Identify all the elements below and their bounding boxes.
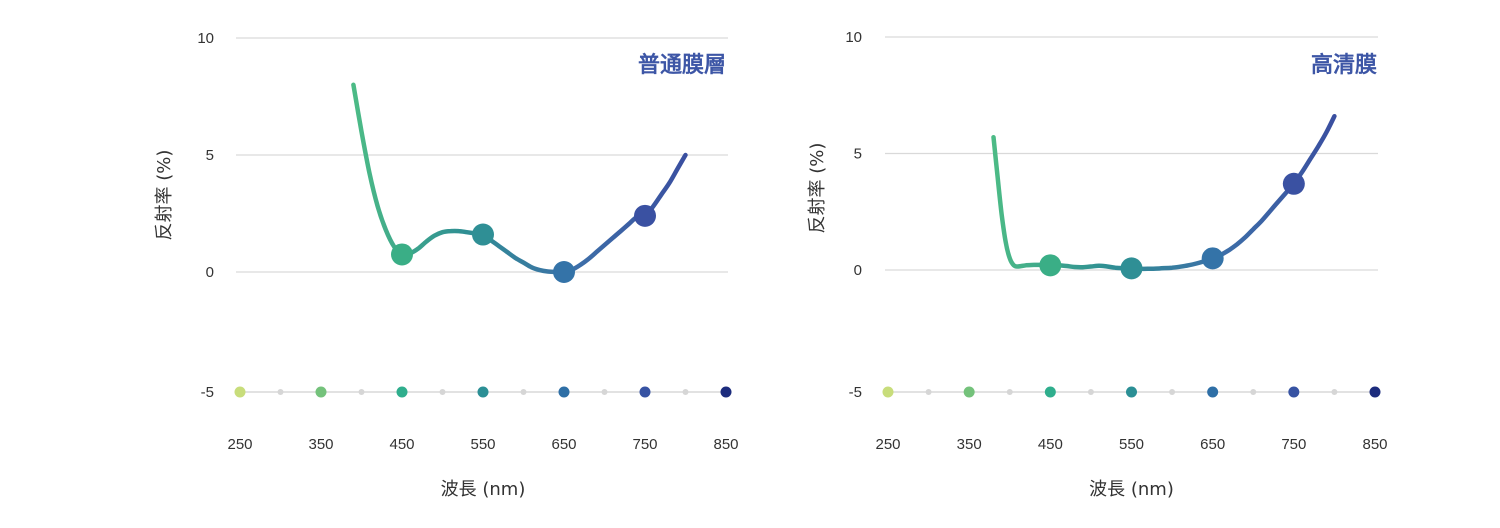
wavelength-dot [720,386,732,398]
wavelength-dot [1126,386,1137,398]
x-tick-label: 650 [551,436,576,453]
y-axis-label: 反射率 (%) [807,143,828,234]
data-point-marker [391,243,413,266]
x-axis-label: 波長 (nm) [441,479,526,500]
data-point-marker [472,223,494,246]
data-point-marker [1120,257,1143,280]
wavelength-minor-dot [1331,389,1338,395]
wavelength-dot [1288,386,1300,398]
y-tick-label: -5 [849,384,862,401]
chart-title: 普通膜層 [638,52,726,78]
x-tick-label: 350 [308,436,333,453]
x-tick-label: 250 [875,436,900,453]
reflectance-curve [991,113,1337,272]
x-tick-label: 750 [1281,436,1306,453]
x-axis-label: 波長 (nm) [1089,479,1174,500]
wavelength-minor-dot [1169,389,1176,395]
wavelength-dot [477,386,489,398]
x-tick-label: 450 [1038,436,1063,453]
x-tick-label: 750 [632,436,657,453]
wavelength-minor-dot [358,389,365,395]
wavelength-minor-dot [1087,389,1094,395]
x-tick-label: 650 [1200,436,1225,453]
wavelength-minor-dot [1006,389,1013,395]
data-point-marker [553,261,575,283]
wavelength-minor-dot [277,389,284,395]
wavelength-dot [234,386,246,398]
x-tick-label: 250 [227,436,252,453]
data-point-marker [1201,247,1224,270]
x-tick-label: 550 [470,436,495,453]
y-tick-label: 5 [854,146,862,163]
wavelength-minor-dot [682,389,689,395]
y-tick-label: 10 [197,30,214,47]
wavelength-minor-dot [925,389,932,395]
y-axis-label: 反射率 (%) [154,150,175,241]
x-tick-label: 350 [957,436,982,453]
wavelength-dot [1207,386,1219,398]
wavelength-dot [882,386,894,398]
y-tick-label: -5 [201,384,214,401]
wavelength-dot [963,386,975,398]
y-tick-label: 0 [854,262,862,279]
data-point-marker [634,204,656,227]
x-tick-label: 450 [389,436,414,453]
wavelength-dot [315,386,327,398]
x-tick-label: 850 [713,436,738,453]
y-tick-label: 5 [206,147,214,164]
x-tick-label: 550 [1119,436,1144,453]
wavelength-dot [558,386,570,398]
wavelength-dot [396,386,408,398]
wavelength-dot [1369,386,1381,398]
x-tick-label: 850 [1362,436,1387,453]
y-tick-label: 10 [845,29,862,46]
wavelength-minor-dot [520,389,527,395]
wavelength-minor-dot [1250,389,1257,395]
wavelength-dot [639,386,651,398]
wavelength-minor-dot [601,389,608,395]
wavelength-minor-dot [439,389,446,395]
wavelength-dot [1044,386,1056,398]
data-point-marker [1039,254,1062,277]
chart-panel-1: 10 5 0 -5 250 350 450 550 650 750 850 波長 (nm) 反射率 (%… [154,30,739,500]
chart-panel-2: 10 5 0 -5 250 350 450 550 650 750 850 波長 (nm) 反射率 (%… [807,29,1388,500]
y-tick-label: 0 [206,264,214,281]
data-point-marker [1282,172,1305,195]
chart-title: 高清膜 [1311,52,1377,78]
